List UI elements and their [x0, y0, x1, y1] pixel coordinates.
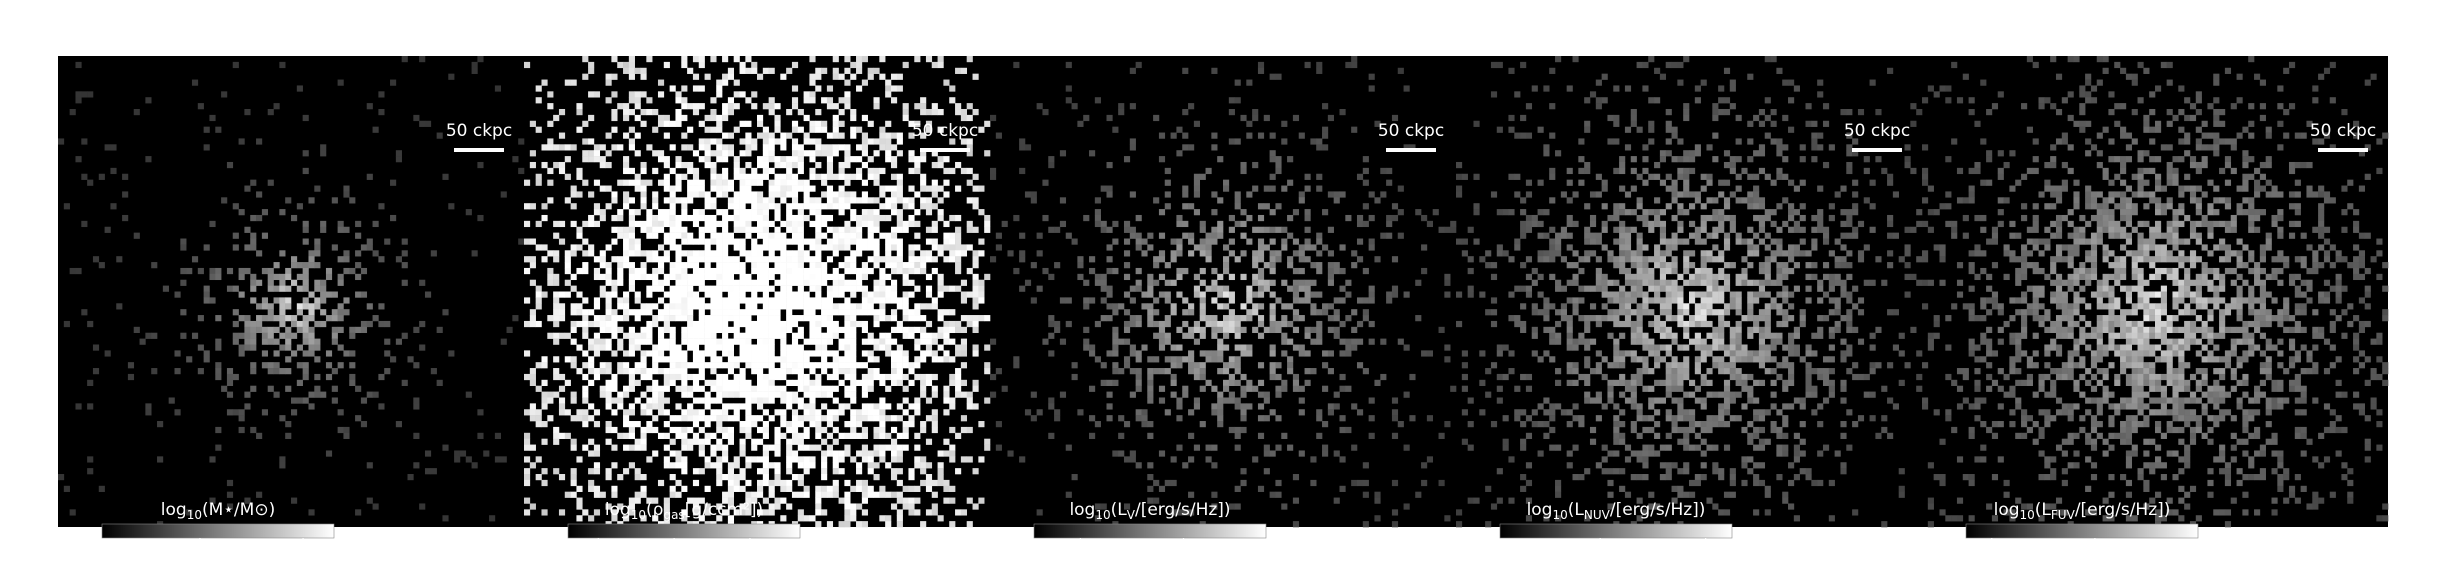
colorbar-tick-label: 26 [1070, 546, 1092, 566]
label-subscript: FUV [2051, 508, 2076, 522]
label-subscript: 10 [1552, 508, 1567, 522]
label-text: /[erg/s/Hz]) [1610, 500, 1706, 520]
colorbar [1033, 523, 1267, 539]
colorbar-label: log10(M⋆/M⊙) [161, 500, 275, 522]
colorbar-label: log10(LV/[erg/s/Hz]) [1069, 500, 1230, 522]
label-text: log [605, 500, 631, 520]
label-text: [g/ccm²]) [685, 500, 763, 520]
colorbar-tick-label: 26 [1589, 546, 1611, 566]
label-text: log [1069, 500, 1095, 520]
label-text: log [1994, 500, 2020, 520]
colorbar [101, 523, 335, 539]
label-text: (L [1568, 500, 1585, 520]
colorbar-tick-label: 28 [1695, 546, 1717, 566]
label-text: (M⋆/M⊙) [202, 500, 275, 520]
colorbar [567, 523, 801, 539]
label-subscript: V [1127, 508, 1136, 522]
label-text: (L [2035, 500, 2052, 520]
colorbar-tick-label: -10 [660, 546, 688, 566]
colorbar [1965, 523, 2199, 539]
label-text: (L [1111, 500, 1128, 520]
pixel-map [1456, 56, 1923, 528]
panel: 50 ckpc log10(LNUV/[erg/s/Hz]) 26 28 [1456, 56, 1923, 566]
colorbar-tick-label: 28 [1173, 546, 1195, 566]
scale-bar-label: 50 ckpc [2310, 121, 2376, 141]
panel: 50 ckpc log10(ρgas[g/ccm²]) -15 -10 -5 [524, 56, 991, 566]
label-subscript: NUV [1584, 508, 1611, 522]
pixel-map [524, 56, 991, 528]
colorbar-tick-label: 24 [1981, 546, 2003, 566]
label-subscript: 10 [631, 508, 646, 522]
scale-bar-label: 50 ckpc [1378, 121, 1444, 141]
scale-bar-label: 50 ckpc [912, 121, 978, 141]
label-text: log [1527, 500, 1553, 520]
label-text: (ρ [646, 500, 663, 520]
label-subscript: 10 [2020, 508, 2035, 522]
scale-bar-label: 50 ckpc [1844, 121, 1910, 141]
colorbar-tick-label: 10 [292, 546, 314, 566]
scale-bar-label: 50 ckpc [446, 121, 512, 141]
colorbar-tick-label: -5 [741, 546, 758, 566]
label-subscript: 10 [187, 508, 202, 522]
colorbar-tick-label: 26 [2084, 546, 2106, 566]
panel: 50 ckpc log10(LFUV/[erg/s/Hz]) 24 26 [1922, 56, 2389, 566]
colorbar-label: log10(ρgas[g/ccm²]) [605, 500, 763, 522]
panel: 50 ckpc log10(LV/[erg/s/Hz]) 26 28 [990, 56, 1457, 566]
label-text: log [161, 500, 187, 520]
colorbar [1499, 523, 1733, 539]
pixel-map [990, 56, 1457, 528]
colorbar-label: log10(LFUV/[erg/s/Hz]) [1994, 500, 2171, 522]
colorbar-label: log10(LNUV/[erg/s/Hz]) [1527, 500, 1706, 522]
label-text: /[erg/s/Hz]) [1135, 500, 1231, 520]
colorbar-tick-label: -15 [584, 546, 612, 566]
label-subscript: gas [663, 508, 684, 522]
pixel-map [1922, 56, 2389, 528]
label-subscript: 10 [1095, 508, 1110, 522]
colorbar-tick-label: 8 [195, 546, 206, 566]
label-text: /[erg/s/Hz]) [2075, 500, 2171, 520]
